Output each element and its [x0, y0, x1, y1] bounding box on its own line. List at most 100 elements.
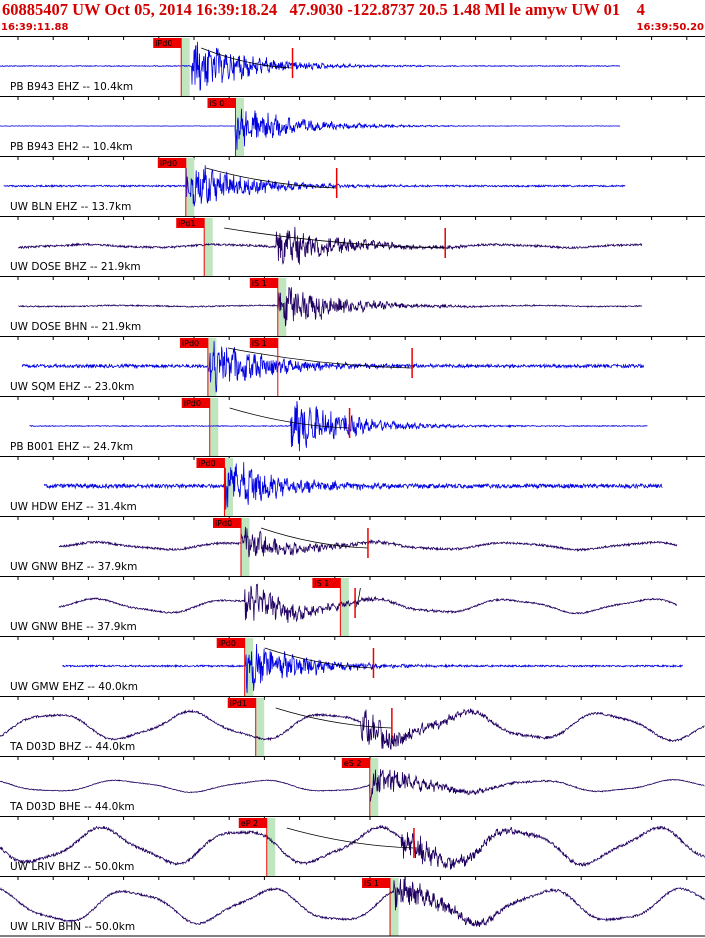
pick-flag[interactable] — [227, 698, 256, 708]
channel-label: UW DOSE BHZ -- 21.9km — [10, 261, 141, 273]
coda-curve — [286, 827, 414, 849]
pick-window — [256, 698, 265, 756]
pick-flag[interactable] — [176, 218, 205, 228]
waveform-trace — [0, 824, 705, 870]
channel-label: UW GMW EHZ -- 40.0km — [10, 681, 138, 693]
waveform-trace — [18, 287, 643, 327]
channel-row: eS 2 TA D03D BHE -- 44.0km — [0, 756, 705, 816]
waveform-trace — [29, 401, 648, 452]
pick-flag[interactable] — [153, 38, 182, 48]
channel-label: UW HDW EHZ -- 31.4km — [10, 501, 137, 513]
event-title: 60885407 UW Oct 05, 2014 16:39:18.24 47.… — [2, 0, 645, 19]
coda-curve — [260, 527, 368, 549]
channel-row: iS 1 UW LRIV BHN -- 50.0km — [0, 876, 705, 936]
start-time: 16:39:11.88 — [1, 22, 69, 33]
channel-label: PB B943 EHZ -- 10.4km — [10, 81, 133, 93]
waveform-trace — [62, 643, 683, 694]
pick-flag[interactable] — [341, 758, 370, 768]
pick-flag[interactable] — [196, 458, 225, 468]
waveform-trace — [0, 769, 705, 802]
pick-label: iPd0 — [219, 639, 236, 648]
channel-row: iPd0 iS 1 UW SQM EHZ -- 23.0km — [0, 336, 705, 396]
pick-window — [340, 578, 349, 636]
pick-flag[interactable] — [157, 158, 186, 168]
pick-flag[interactable] — [249, 338, 278, 348]
channel-row: eP 2 UW LRIV BHZ -- 50.0km — [0, 816, 705, 876]
channel-label: UW SQM EHZ -- 23.0km — [10, 381, 134, 393]
waveform-trace — [43, 462, 663, 510]
channel-row: iPd1 TA D03D BHZ -- 44.0km — [0, 696, 705, 756]
channel-label: TA D03D BHE -- 44.0km — [9, 801, 135, 813]
pick-window — [241, 518, 250, 576]
channel-label: UW GNW BHZ -- 37.9km — [10, 561, 137, 573]
channel-row: iPd0 UW GMW EHZ -- 40.0km — [0, 636, 705, 696]
pick-flag[interactable] — [207, 98, 236, 108]
waveform-trace — [21, 341, 644, 393]
channel-row: iPd1 UW DOSE BHZ -- 21.9km — [0, 216, 705, 276]
pick-label: iPd0 — [182, 339, 199, 348]
channel-row: iS 1 UW DOSE BHN -- 21.9km — [0, 276, 705, 336]
waveform-trace — [0, 108, 621, 150]
coda-curve — [264, 647, 374, 669]
coda-curve — [227, 347, 413, 369]
waveform-trace — [3, 165, 626, 207]
channel-row: iS 1 UW GNW BHE -- 37.9km — [0, 576, 705, 636]
event-header: 60885407 UW Oct 05, 2014 16:39:18.24 47.… — [0, 0, 705, 36]
pick-flag[interactable] — [179, 338, 208, 348]
channel-label: PB B943 EH2 -- 10.4km — [10, 141, 133, 153]
pick-label: iS 1 — [252, 339, 267, 348]
pick-flag[interactable] — [238, 818, 267, 828]
pick-flag[interactable] — [216, 638, 245, 648]
channel-row: iPd0 UW HDW EHZ -- 31.4km — [0, 456, 705, 516]
channel-label: UW BLN EHZ -- 13.7km — [10, 201, 131, 213]
channel-row: iPd0 PB B001 EHZ -- 24.7km — [0, 396, 705, 456]
channel-label: TA D03D BHZ -- 44.0km — [9, 741, 135, 753]
pick-label: iS 1 — [252, 279, 267, 288]
seismogram-panel: iPd0 PB B943 EHZ -- 10.4km iS 0 PB B943 EH2… — [0, 36, 705, 937]
channel-label: UW GNW BHE -- 37.9km — [10, 621, 137, 633]
coda-curve — [354, 587, 361, 609]
pick-flag[interactable] — [181, 398, 210, 408]
pick-window — [224, 458, 233, 516]
pick-flag[interactable] — [312, 578, 341, 588]
channel-label: PB B001 EHZ -- 24.7km — [10, 441, 133, 453]
pick-label: iS 0 — [209, 99, 224, 108]
channel-label: UW DOSE BHN -- 21.9km — [10, 321, 141, 333]
pick-label: iPd0 — [160, 159, 177, 168]
coda-curve — [275, 707, 392, 729]
waveform-trace — [0, 708, 705, 750]
channel-row: iPd0 UW BLN EHZ -- 13.7km — [0, 156, 705, 216]
pick-window — [390, 878, 399, 936]
coda-curve — [224, 227, 446, 249]
pick-window — [370, 758, 379, 816]
waveform-trace — [58, 583, 678, 623]
pick-flag[interactable] — [249, 278, 278, 288]
channel-row: iPd0 PB B943 EHZ -- 10.4km — [0, 36, 705, 96]
pick-label: iPd0 — [155, 39, 172, 48]
waveform-trace — [0, 41, 621, 91]
pick-window — [186, 158, 195, 216]
channel-label: UW LRIV BHN -- 50.0km — [10, 921, 135, 933]
pick-window — [210, 398, 219, 456]
pick-label: eS 2 — [344, 759, 362, 768]
pick-label: iPd0 — [215, 519, 232, 528]
pick-window — [278, 278, 287, 336]
pick-label: iS 1 — [364, 879, 379, 888]
end-time: 16:39:50.20 — [636, 22, 704, 33]
coda-curve — [201, 47, 293, 69]
pick-label: iS 1 — [314, 579, 329, 588]
pick-window — [204, 218, 213, 276]
channel-row: iS 0 PB B943 EH2 -- 10.4km — [0, 96, 705, 156]
channel-label: UW LRIV BHZ -- 50.0km — [10, 861, 134, 873]
pick-window — [181, 38, 190, 96]
pick-flag[interactable] — [362, 878, 391, 888]
waveform-trace — [0, 876, 705, 928]
pick-label: iPd0 — [184, 399, 201, 408]
coda-curve — [229, 407, 350, 429]
waveform-trace — [18, 226, 643, 265]
pick-flag[interactable] — [213, 518, 242, 528]
pick-label: iPd0 — [198, 459, 215, 468]
pick-label: iPd1 — [178, 219, 195, 228]
coda-curve — [205, 167, 337, 189]
channel-row: iPd0 UW GNW BHZ -- 37.9km — [0, 516, 705, 576]
